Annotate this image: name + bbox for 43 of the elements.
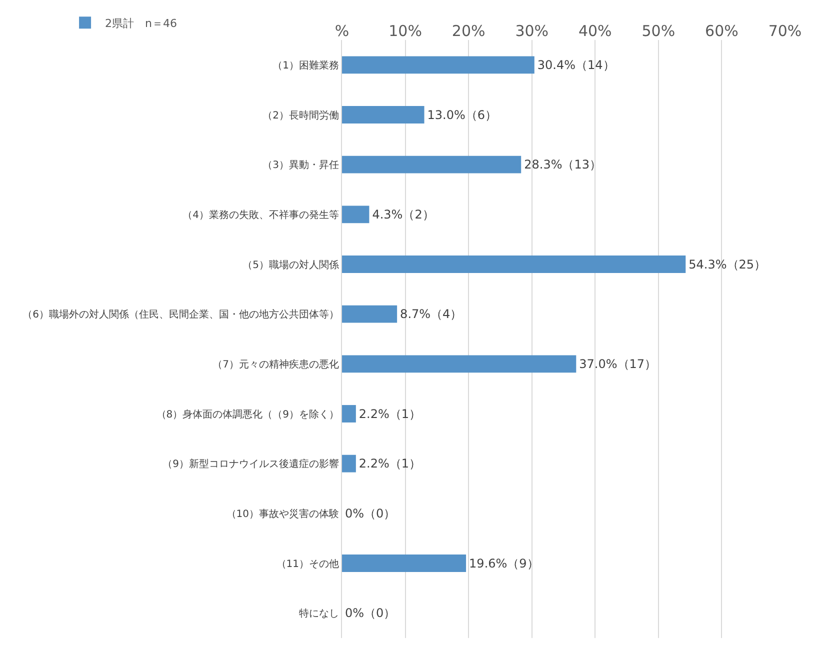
x-tick-label: 20% [452,22,486,40]
bar [342,106,424,124]
data-label: 2.2%（1） [358,406,422,421]
x-tick-label: 30% [515,22,549,40]
x-tick-label: 60% [705,22,738,40]
bar [342,305,398,323]
bar [342,206,370,224]
bar [342,405,356,422]
data-label: 54.3%（25） [688,257,766,272]
bar [342,355,576,373]
y-tick-label: （4）業務の失敗、不祥事の発生等 [182,208,339,221]
data-label: 0%（0） [345,506,396,520]
y-tick-label: （5）職場の対人関係 [242,258,339,271]
x-tick-label: 40% [578,22,612,40]
y-tick-label: （11）その他 [276,558,339,570]
legend-label: 2県計 n＝46 [105,16,178,30]
y-tick-label: （9）新型コロナウイルス後遺症の影響 [162,458,339,470]
bar [342,554,466,572]
y-tick-label: （6）職場外の対人関係（住民、民間企業、国・他の地方公共団体等） [22,308,339,321]
x-tick-label: 50% [642,22,676,40]
bar [342,156,522,174]
data-label: 30.4%（14） [537,58,615,72]
y-tick-label: 特になし [299,608,339,620]
data-label: 37.0%（17） [579,356,657,371]
bar [342,256,686,273]
data-label: 13.0%（6） [427,108,498,122]
bar [342,56,534,74]
y-tick-label: （2）長時間労働 [262,109,339,122]
data-label: 0%（0） [345,606,396,620]
data-label: 19.6%（9） [469,556,539,570]
data-label: 28.3%（13） [524,158,602,172]
data-label: 4.3%（2） [372,207,434,222]
y-tick-label: （10）事故や災害の体験 [226,508,339,520]
bar [342,454,356,472]
x-tick-label: 10% [388,22,422,40]
y-tick-label: （1）困難業務 [272,59,339,72]
x-tick-label: % [334,22,350,40]
x-tick-label: 70% [768,22,802,40]
data-label: 8.7%（4） [400,307,462,322]
y-tick-label: （7）元々の精神疾患の悪化 [212,358,339,370]
y-tick-label: （8）身体面の体調悪化（（9）を除く） [156,408,339,420]
data-label: 2.2%（1） [358,456,422,471]
y-tick-label: （3）異動・昇任 [262,160,339,172]
